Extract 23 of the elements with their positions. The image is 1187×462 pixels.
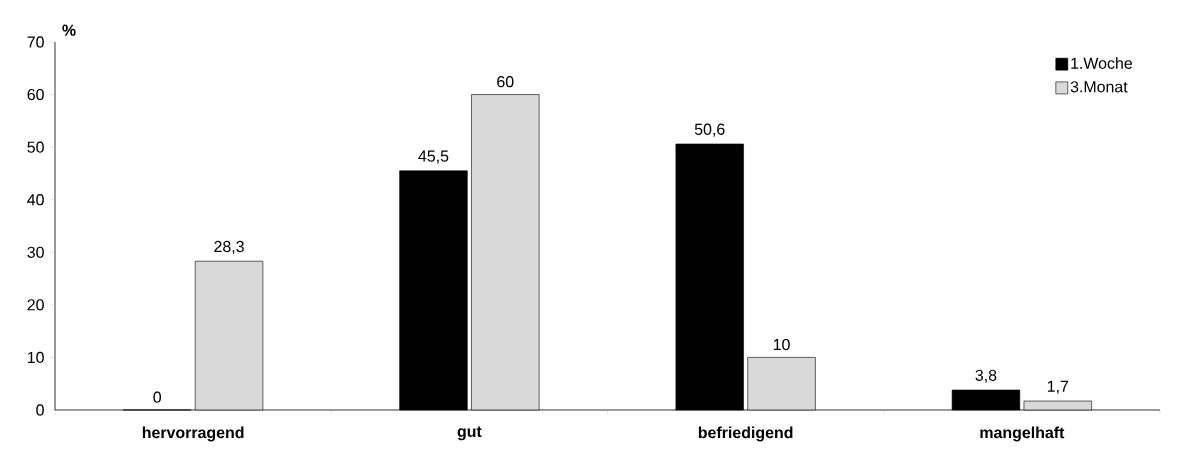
legend-label: 3.Monat [1070, 81, 1128, 93]
data-label: 10 [773, 338, 790, 351]
legend-label: 1.Woche [1071, 57, 1132, 69]
data-label: 3,8 [975, 369, 997, 383]
y-tick-label: 30 [27, 246, 44, 258]
data-label: 50,6 [694, 123, 725, 137]
y-axis-title: % [62, 24, 76, 36]
x-tick-label: gut [457, 426, 482, 441]
y-tick-label: 0 [36, 404, 44, 416]
y-tick-label: 70 [27, 36, 44, 48]
data-label: 60 [497, 76, 514, 88]
y-tick-label: 10 [27, 351, 44, 364]
y-tick-label: 20 [27, 299, 44, 311]
x-tick-label: hervorragend [142, 426, 244, 442]
y-tick-label: 50 [27, 141, 44, 153]
y-tick-label: 40 [27, 194, 44, 206]
data-label: 1,7 [1047, 380, 1069, 394]
x-tick-label: befriedigend [698, 426, 793, 442]
x-tick-label: mangelhaft [980, 426, 1065, 442]
y-tick-label: 60 [27, 88, 44, 101]
data-label: 28,3 [214, 240, 244, 254]
data-label: 0 [153, 391, 162, 403]
data-label: 45,5 [418, 150, 449, 164]
